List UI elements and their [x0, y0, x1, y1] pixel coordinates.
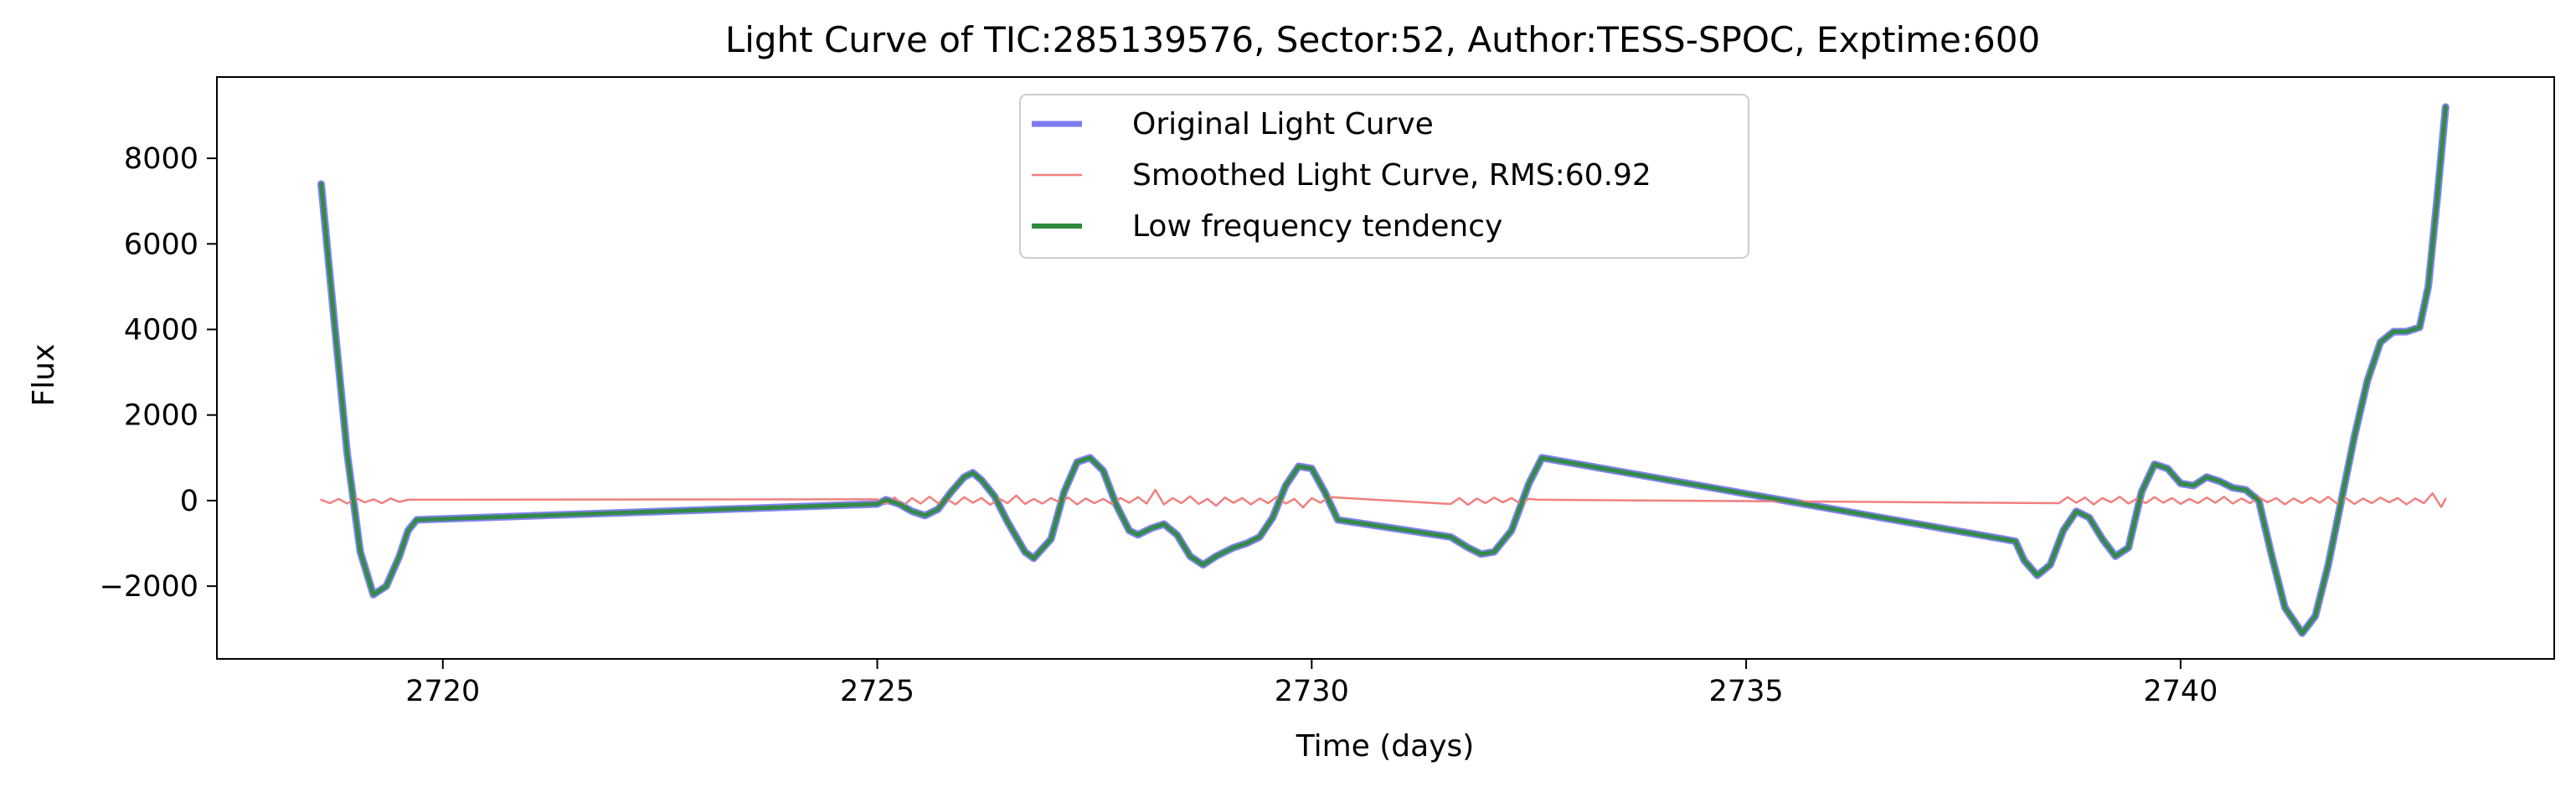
y-tick-label: 0 — [180, 485, 198, 518]
legend-label-1: Original Light Curve — [1132, 107, 1434, 141]
x-tick-label: 2725 — [840, 675, 914, 708]
x-axis: 2720 2725 2730 2735 2740 — [405, 659, 2218, 708]
legend-label-2: Smoothed Light Curve, RMS:60.92 — [1132, 158, 1651, 193]
x-tick-label: 2735 — [1709, 675, 1784, 708]
x-axis-label: Time (days) — [1296, 729, 1475, 764]
y-tick-label: −2000 — [100, 570, 198, 604]
plot-area — [317, 103, 2450, 637]
legend: Original Light Curve Smoothed Light Curve… — [1019, 94, 1749, 259]
y-tick-label: 2000 — [124, 399, 198, 433]
legend-label-3: Low frequency tendency — [1132, 209, 1502, 244]
series-line-3 — [319, 105, 2448, 635]
chart-title: Light Curve of TIC:285139576, Sector:52,… — [725, 19, 2040, 60]
legend-entries: Original Light Curve Smoothed Light Curve… — [1032, 107, 1651, 244]
series-line-2 — [320, 488, 2447, 509]
y-axis-label: Flux — [27, 344, 61, 407]
plot-frame — [216, 76, 2555, 660]
x-tick-label: 2730 — [1275, 675, 1349, 708]
x-tick-label: 2720 — [405, 675, 480, 708]
y-tick-label: 4000 — [124, 314, 198, 347]
x-tick-label: 2740 — [2143, 675, 2218, 708]
y-axis: −2000 0 2000 4000 6000 8000 — [100, 142, 217, 604]
legend-box — [1019, 94, 1749, 259]
y-tick-label: 8000 — [124, 142, 198, 176]
y-tick-label: 6000 — [124, 228, 198, 261]
